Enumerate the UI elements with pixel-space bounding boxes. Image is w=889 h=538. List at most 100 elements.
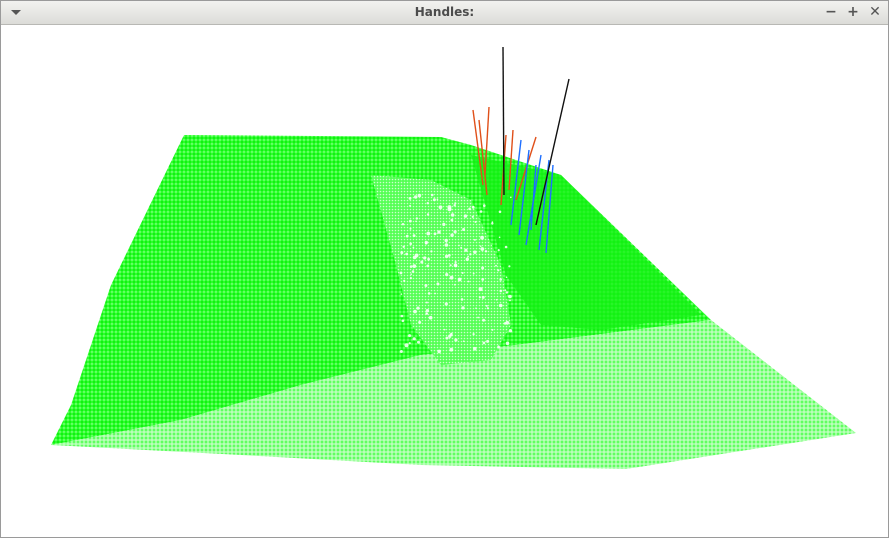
3d-viewport[interactable] xyxy=(1,25,888,537)
speck-point xyxy=(458,244,460,247)
speck-point xyxy=(437,230,441,234)
speck-point xyxy=(485,304,488,307)
speck-point xyxy=(481,295,485,299)
speck-point xyxy=(481,278,485,281)
speck-point xyxy=(478,296,481,299)
speck-point xyxy=(509,299,511,302)
speck-point xyxy=(433,232,437,236)
speck-point xyxy=(480,247,485,251)
handle-line xyxy=(545,164,554,254)
speck-point xyxy=(436,198,439,201)
speck-point xyxy=(430,193,434,197)
speck-point xyxy=(473,238,476,241)
speck-point xyxy=(408,342,411,345)
window-menu-button[interactable] xyxy=(9,7,23,19)
speck-point xyxy=(473,346,477,351)
speck-point xyxy=(453,204,456,207)
speck-point xyxy=(468,207,471,211)
speck-point xyxy=(499,289,503,293)
speck-point xyxy=(404,343,409,348)
speck-point xyxy=(428,315,433,320)
speck-point xyxy=(447,205,452,210)
speck-point xyxy=(399,350,403,353)
speck-point xyxy=(477,316,479,319)
speck-point xyxy=(425,309,429,313)
speck-point xyxy=(449,275,454,280)
speck-point xyxy=(480,235,484,240)
maximize-button[interactable]: + xyxy=(847,4,859,20)
speck-point xyxy=(505,320,510,325)
window-title: Handles: xyxy=(414,5,475,19)
minimize-button[interactable]: − xyxy=(825,4,837,20)
speck-point xyxy=(412,234,416,238)
speck-point xyxy=(460,298,464,301)
speck-point xyxy=(427,292,431,295)
speck-point xyxy=(497,269,500,272)
speck-point xyxy=(486,339,490,343)
speck-point xyxy=(425,301,428,304)
speck-point xyxy=(415,217,418,220)
speck-point xyxy=(445,273,449,277)
speck-point xyxy=(479,210,483,213)
speck-point xyxy=(415,220,417,223)
speck-point xyxy=(461,272,464,274)
speck-point xyxy=(408,334,412,338)
speck-point xyxy=(444,238,448,243)
speck-point xyxy=(473,250,477,254)
title-bar[interactable]: Handles: − + ✕ xyxy=(1,1,888,25)
speck-point xyxy=(436,282,440,286)
speck-point xyxy=(424,241,428,245)
speck-point xyxy=(475,307,477,310)
handle-line xyxy=(484,106,490,176)
speck-point xyxy=(472,333,475,336)
point-cloud-scene[interactable] xyxy=(1,25,888,537)
speck-point xyxy=(412,246,415,249)
speck-point xyxy=(457,277,462,282)
speck-point xyxy=(450,332,453,335)
speck-point xyxy=(491,222,494,225)
speck-point xyxy=(426,213,430,216)
speck-point xyxy=(454,283,456,286)
speck-point xyxy=(505,291,508,294)
speck-point xyxy=(495,298,498,301)
speck-point xyxy=(399,271,403,275)
terrain-ridge-region xyxy=(471,155,701,330)
speck-point xyxy=(482,318,485,322)
speck-point xyxy=(450,213,455,217)
speck-point xyxy=(472,272,475,275)
speck-point xyxy=(426,264,430,268)
speck-point xyxy=(426,202,429,205)
speck-point xyxy=(402,245,405,248)
speck-point xyxy=(497,249,500,252)
close-button[interactable]: ✕ xyxy=(869,4,881,20)
handle-lines xyxy=(472,46,570,254)
speck-point xyxy=(454,338,458,342)
speck-point xyxy=(409,227,412,230)
speck-point xyxy=(504,245,508,249)
speck-point xyxy=(471,215,474,218)
speck-point xyxy=(410,273,413,275)
speck-point xyxy=(437,349,442,354)
speck-point xyxy=(469,253,472,256)
speck-point xyxy=(417,193,422,198)
speck-point xyxy=(409,219,412,223)
speck-point xyxy=(454,261,457,264)
speck-point xyxy=(434,292,436,295)
speck-point xyxy=(449,264,452,267)
speck-point xyxy=(400,293,403,295)
speck-point xyxy=(424,256,427,259)
speck-point xyxy=(427,257,430,261)
speck-point xyxy=(418,320,422,324)
handle-line xyxy=(535,78,570,226)
speck-point xyxy=(486,307,489,310)
speck-point xyxy=(414,253,419,258)
speck-point xyxy=(449,347,454,352)
speck-point xyxy=(505,341,510,346)
speck-point xyxy=(400,251,404,255)
speck-point xyxy=(483,204,486,207)
speck-point xyxy=(408,197,412,200)
speck-point xyxy=(443,328,446,331)
speck-point xyxy=(417,340,420,344)
speck-point xyxy=(454,264,458,268)
speck-point xyxy=(498,236,501,239)
